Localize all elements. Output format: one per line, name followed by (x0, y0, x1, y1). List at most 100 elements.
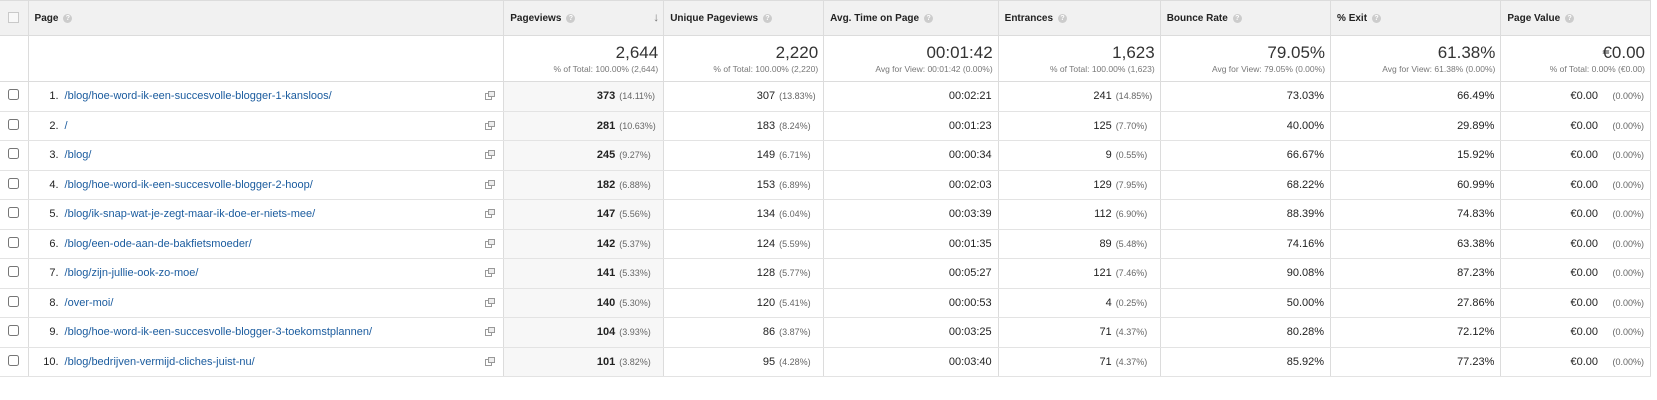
open-in-new-window-icon[interactable] (485, 209, 496, 218)
help-icon[interactable]: ? (924, 13, 934, 23)
avg-time-cell: 00:01:35 (823, 229, 999, 259)
page-value-cell: €0.00 (0.00%) (1500, 170, 1651, 200)
table-row: 2. / 281 (10.63%) 183 (8.24%) 00:01:23 125 (7.70… (0, 111, 1651, 141)
table-row: 10. /blog/bedrijven-vermijd-cliches-juist… (0, 347, 1651, 377)
avg-time-cell: 00:02:21 (823, 81, 999, 112)
page-cell: 10. /blog/bedrijven-vermijd-cliches-juist… (28, 347, 505, 377)
select-all-checkbox[interactable] (8, 12, 20, 24)
row-checkbox[interactable] (8, 266, 20, 278)
page-value-cell: €0.00 (0.00%) (1500, 140, 1651, 171)
exit-cell: 27.86% (1330, 288, 1502, 318)
help-icon[interactable]: ? (63, 13, 73, 23)
open-in-new-window-icon[interactable] (485, 120, 496, 130)
row-checkbox[interactable] (8, 354, 20, 366)
row-checkbox-cell[interactable] (0, 229, 29, 259)
row-index: 2. (49, 119, 59, 132)
column-header-avg-time-on-page[interactable]: Avg. Time on Page? (823, 0, 999, 36)
page-path-link[interactable]: /blog/ik-snap-wat-je-zegt-maar-ik-doe-er… (64, 208, 316, 221)
row-checkbox-cell[interactable] (0, 81, 29, 112)
column-header-page-value[interactable]: Page Value? (1500, 0, 1651, 36)
page-cell: 6. /blog/een-ode-aan-de-bakfietsmoeder/ (28, 229, 505, 259)
totals-empty-cell (0, 35, 29, 82)
row-index: 3. (49, 149, 59, 162)
help-icon[interactable]: ? (1058, 13, 1068, 23)
row-checkbox-cell[interactable] (0, 111, 29, 141)
table-row: 5. /blog/ik-snap-wat-je-zegt-maar-ik-doe-… (0, 199, 1651, 230)
avg-time-cell: 00:03:25 (823, 317, 999, 348)
column-header-pageviews[interactable]: Pageviews? ↓ (503, 0, 665, 36)
help-icon[interactable]: ? (1372, 13, 1382, 23)
select-all-checkbox-cell[interactable] (0, 0, 29, 36)
row-checkbox-cell[interactable] (0, 347, 29, 377)
row-checkbox-cell[interactable] (0, 288, 29, 318)
row-checkbox[interactable] (8, 325, 20, 337)
page-path-link[interactable]: /blog/hoe-word-ik-een-succesvolle-blogge… (64, 90, 332, 103)
row-checkbox[interactable] (8, 207, 20, 219)
row-checkbox[interactable] (8, 89, 20, 101)
help-icon[interactable]: ? (1232, 13, 1242, 23)
row-checkbox-cell[interactable] (0, 258, 29, 289)
page-value-cell: €0.00 (0.00%) (1500, 258, 1651, 289)
page-path-link[interactable]: /blog/bedrijven-vermijd-cliches-juist-nu… (64, 355, 255, 368)
entrances-cell: 129 (7.95%) (998, 170, 1161, 200)
page-path-link[interactable]: /blog/hoe-word-ik-een-succesvolle-blogge… (64, 326, 373, 339)
open-in-new-window-icon[interactable] (485, 268, 496, 277)
page-value-cell: €0.00 (0.00%) (1500, 199, 1651, 230)
open-in-new-window-icon[interactable] (485, 150, 496, 159)
row-checkbox-cell[interactable] (0, 199, 29, 230)
total-avg-time: 00:01:42 Avg for View: 00:01:42 (0.00%) (823, 35, 999, 82)
open-in-new-window-icon[interactable] (485, 91, 496, 100)
avg-time-cell: 00:05:27 (823, 258, 999, 289)
page-path-link[interactable]: /over-moi/ (64, 296, 114, 309)
open-in-new-window-icon[interactable] (485, 297, 496, 307)
column-header-entrances[interactable]: Entrances? (998, 0, 1161, 36)
row-checkbox-cell[interactable] (0, 170, 29, 200)
open-in-new-window-icon[interactable] (485, 179, 496, 189)
column-header-page[interactable]: Page? (28, 0, 505, 36)
bounce-rate-cell: 40.00% (1160, 111, 1332, 141)
row-checkbox[interactable] (8, 295, 20, 307)
row-checkbox[interactable] (8, 236, 20, 248)
help-icon[interactable]: ? (1565, 13, 1575, 23)
bounce-rate-cell: 90.08% (1160, 258, 1332, 289)
row-checkbox[interactable] (8, 118, 20, 130)
total-entrances: 1,623% of Total: 100.00% (1,623) (998, 35, 1161, 82)
page-path-link[interactable]: /blog/een-ode-aan-de-bakfietsmoeder/ (64, 237, 252, 250)
table-row: 6. /blog/een-ode-aan-de-bakfietsmoeder/14… (0, 229, 1651, 259)
column-header-unique-pageviews[interactable]: Unique Pageviews? (663, 0, 825, 36)
sort-descending-arrow-icon[interactable]: ↓ (653, 10, 660, 24)
unique-pageviews-cell: 86 (3.87%) (663, 317, 825, 348)
row-checkbox-cell[interactable] (0, 317, 29, 348)
avg-time-cell: 00:03:39 (823, 199, 999, 230)
row-checkbox[interactable] (8, 177, 20, 189)
page-cell: 5. /blog/ik-snap-wat-je-zegt-maar-ik-doe-… (28, 199, 505, 230)
entrances-cell: 9 (0.55%) (998, 140, 1161, 171)
page-path-link[interactable]: /blog/hoe-word-ik-een-succesvolle-blogge… (64, 178, 313, 191)
bounce-rate-cell: 85.92% (1160, 347, 1332, 377)
bounce-rate-cell: 88.39% (1160, 199, 1332, 230)
bounce-rate-cell: 73.03% (1160, 81, 1332, 112)
open-in-new-window-icon[interactable] (485, 327, 496, 336)
open-in-new-window-icon[interactable] (485, 356, 496, 366)
row-checkbox-cell[interactable] (0, 140, 29, 171)
page-cell: 4. /blog/hoe-word-ik-een-succesvolle-blog… (28, 170, 505, 200)
page-path-link[interactable]: /blog/zijn-jullie-ook-zo-moe/ (64, 267, 199, 280)
page-value-cell: €0.00 (0.00%) (1500, 229, 1651, 259)
page-path-link[interactable]: /blog/ (64, 149, 92, 162)
entrances-cell: 71 (4.37%) (998, 347, 1161, 377)
exit-cell: 74.83% (1330, 199, 1502, 230)
exit-cell: 72.12% (1330, 317, 1502, 348)
table-header-row: Page? Pageviews? ↓ Unique Pageviews? Avg.… (0, 0, 1651, 36)
table-row: 3. /blog/245 (9.27%) 149 (6.71%) 00:00:34 9 (0.… (0, 140, 1651, 171)
row-checkbox[interactable] (8, 148, 20, 160)
avg-time-cell: 00:02:03 (823, 170, 999, 200)
help-icon[interactable]: ? (763, 13, 773, 23)
exit-cell: 15.92% (1330, 140, 1502, 171)
page-value-cell: €0.00 (0.00%) (1500, 347, 1651, 377)
open-in-new-window-icon[interactable] (485, 238, 496, 248)
help-icon[interactable]: ? (566, 13, 576, 23)
column-header-bounce-rate[interactable]: Bounce Rate? (1160, 0, 1332, 36)
column-header-exit[interactable]: % Exit? (1330, 0, 1502, 36)
avg-time-cell: 00:01:23 (823, 111, 999, 141)
page-path-link[interactable]: / (64, 119, 68, 132)
